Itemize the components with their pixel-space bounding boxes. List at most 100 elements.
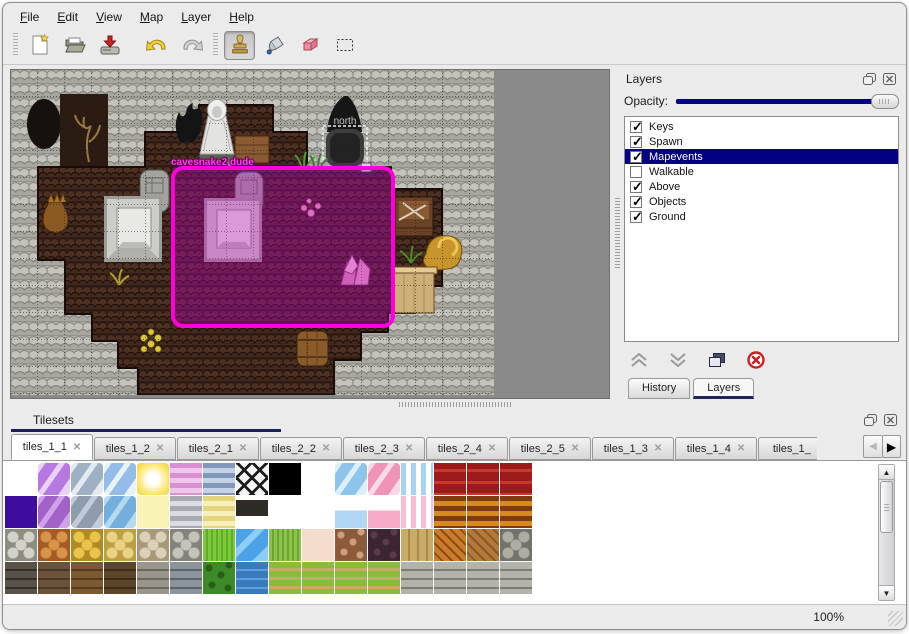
tab-close-icon[interactable]: ✕ xyxy=(322,443,330,454)
opacity-slider-handle[interactable] xyxy=(871,94,899,109)
palette-tile-r2c10[interactable] xyxy=(302,496,334,528)
scrollbar-track[interactable] xyxy=(879,534,894,585)
menu-file[interactable]: File xyxy=(11,8,48,26)
palette-tile-r1c6[interactable] xyxy=(170,463,202,495)
tab-close-icon[interactable]: ✕ xyxy=(156,443,164,454)
stamp-tool-button[interactable] xyxy=(224,31,255,60)
vertical-splitter[interactable] xyxy=(610,69,624,399)
palette-tile-r2c16[interactable] xyxy=(500,496,532,528)
palette-tile-r4c9[interactable] xyxy=(269,562,301,594)
palette-tile-r2c7[interactable] xyxy=(203,496,235,528)
scroll-up-button[interactable]: ▲ xyxy=(879,465,894,480)
tileset-tab-tiles_2_1[interactable]: tiles_2_1✕ xyxy=(177,437,259,460)
tab-close-icon[interactable]: ✕ xyxy=(571,443,579,454)
palette-tile-r2c9[interactable] xyxy=(269,496,301,528)
open-file-button[interactable] xyxy=(59,31,90,60)
palette-tile-r4c5[interactable] xyxy=(137,562,169,594)
palette-tile-r2c1[interactable] xyxy=(5,496,37,528)
palette-tile-r2c3[interactable] xyxy=(71,496,103,528)
menu-help[interactable]: Help xyxy=(220,8,263,26)
eraser-tool-button[interactable] xyxy=(294,31,325,60)
menu-map[interactable]: Map xyxy=(131,8,172,26)
palette-tile-r4c3[interactable] xyxy=(71,562,103,594)
palette-tile-r4c11[interactable] xyxy=(335,562,367,594)
palette-tile-r1c12[interactable] xyxy=(368,463,400,495)
layer-row-above[interactable]: Above xyxy=(625,179,898,194)
palette-tile-r4c7[interactable] xyxy=(203,562,235,594)
palette-tile-r3c11[interactable] xyxy=(335,529,367,561)
layer-visibility-checkbox[interactable] xyxy=(630,166,642,178)
menu-layer[interactable]: Layer xyxy=(172,8,220,26)
palette-tile-r1c16[interactable] xyxy=(500,463,532,495)
scroll-tabs-left-button[interactable]: ◀ xyxy=(863,435,882,458)
opacity-slider[interactable] xyxy=(676,94,899,109)
layer-visibility-checkbox[interactable] xyxy=(630,211,642,223)
map-viewport[interactable]: north cavesnake2 dude xyxy=(10,69,610,399)
palette-tile-r1c7[interactable] xyxy=(203,463,235,495)
palette-tile-r2c14[interactable] xyxy=(434,496,466,528)
menu-view[interactable]: View xyxy=(87,8,131,26)
palette-tile-r2c2[interactable] xyxy=(38,496,70,528)
layer-row-spawn[interactable]: Spawn xyxy=(625,134,898,149)
palette-tile-r3c4[interactable] xyxy=(104,529,136,561)
horizontal-splitter[interactable] xyxy=(3,399,906,410)
layer-visibility-checkbox[interactable] xyxy=(630,121,642,133)
palette-tile-r3c1[interactable] xyxy=(5,529,37,561)
layers-close-button[interactable] xyxy=(882,72,897,86)
palette-tile-r3c6[interactable] xyxy=(170,529,202,561)
tab-close-icon[interactable]: ✕ xyxy=(654,443,662,454)
palette-tile-r2c12[interactable] xyxy=(368,496,400,528)
tileset-tab-tiles_1_2[interactable]: tiles_1_2✕ xyxy=(94,437,176,460)
tileset-tab-tiles_2_5[interactable]: tiles_2_5✕ xyxy=(509,437,591,460)
layer-visibility-checkbox[interactable] xyxy=(630,136,642,148)
layer-visibility-checkbox[interactable] xyxy=(630,181,642,193)
redo-button[interactable] xyxy=(176,31,207,60)
palette-tile-r3c8[interactable] xyxy=(236,529,268,561)
palette-tile-r2c6[interactable] xyxy=(170,496,202,528)
tileset-tab-tiles_1_4[interactable]: tiles_1_4✕ xyxy=(675,437,757,460)
move-layer-up-button[interactable] xyxy=(628,350,650,370)
palette-tile-r2c4[interactable] xyxy=(104,496,136,528)
palette-tile-r2c11[interactable] xyxy=(335,496,367,528)
toolbar-grip-2[interactable] xyxy=(213,33,218,57)
palette-tile-r2c15[interactable] xyxy=(467,496,499,528)
menu-edit[interactable]: Edit xyxy=(48,8,87,26)
palette-tile-r3c13[interactable] xyxy=(401,529,433,561)
rect-select-tool-button[interactable] xyxy=(329,31,360,60)
vertical-splitter-grip[interactable] xyxy=(615,198,620,270)
tab-close-icon[interactable]: ✕ xyxy=(405,443,413,454)
map-canvas[interactable]: north cavesnake2 dude xyxy=(11,70,494,395)
palette-tile-r4c4[interactable] xyxy=(104,562,136,594)
palette-tile-r3c5[interactable] xyxy=(137,529,169,561)
palette-tile-r3c2[interactable] xyxy=(38,529,70,561)
palette-tile-r1c10[interactable] xyxy=(302,463,334,495)
scrollbar-thumb[interactable] xyxy=(880,481,893,533)
delete-layer-button[interactable] xyxy=(745,350,767,370)
palette-tile-r1c4[interactable] xyxy=(104,463,136,495)
tab-close-icon[interactable]: ✕ xyxy=(737,443,745,454)
move-layer-down-button[interactable] xyxy=(667,350,689,370)
palette-tile-r3c14[interactable] xyxy=(434,529,466,561)
layer-row-walkable[interactable]: Walkable xyxy=(625,164,898,179)
tileset-tab-tiles_2_3[interactable]: tiles_2_3✕ xyxy=(343,437,425,460)
layer-row-mapevents[interactable]: Mapevents xyxy=(625,149,898,164)
tileset-tab-tiles_1_[interactable]: tiles_1_✕ xyxy=(758,437,817,460)
palette-tile-r3c15[interactable] xyxy=(467,529,499,561)
palette-tile-r1c8[interactable] xyxy=(236,463,268,495)
palette-tile-r3c12[interactable] xyxy=(368,529,400,561)
save-file-button[interactable] xyxy=(94,31,125,60)
palette-tile-r1c3[interactable] xyxy=(71,463,103,495)
palette-tile-r4c2[interactable] xyxy=(38,562,70,594)
scroll-tabs-right-button[interactable]: ▶ xyxy=(882,435,901,458)
horizontal-splitter-grip[interactable] xyxy=(399,402,511,407)
tileset-tab-tiles_1_1[interactable]: tiles_1_1✕ xyxy=(11,434,93,460)
palette-tile-r2c8[interactable] xyxy=(236,496,268,528)
layer-visibility-checkbox[interactable] xyxy=(630,151,642,163)
tab-close-icon[interactable]: ✕ xyxy=(488,443,496,454)
palette-tile-r4c6[interactable] xyxy=(170,562,202,594)
palette-tile-r2c5[interactable] xyxy=(137,496,169,528)
fill-tool-button[interactable] xyxy=(259,31,290,60)
palette-tile-r1c2[interactable] xyxy=(38,463,70,495)
tab-close-icon[interactable]: ✕ xyxy=(239,443,247,454)
palette-tile-r1c13[interactable] xyxy=(401,463,433,495)
